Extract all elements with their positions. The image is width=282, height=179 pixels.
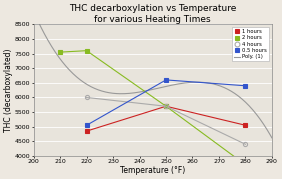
Legend: 1 hours, 2 hours, 4 hours, 0.5 hours, Poly. (1): 1 hours, 2 hours, 4 hours, 0.5 hours, Po…	[232, 27, 269, 61]
Y-axis label: THC (decarboxylated): THC (decarboxylated)	[4, 48, 13, 132]
X-axis label: Temperature (°F): Temperature (°F)	[120, 166, 185, 175]
Title: THC decarboxylation vs Temperature
for various Heating Times: THC decarboxylation vs Temperature for v…	[69, 4, 237, 24]
